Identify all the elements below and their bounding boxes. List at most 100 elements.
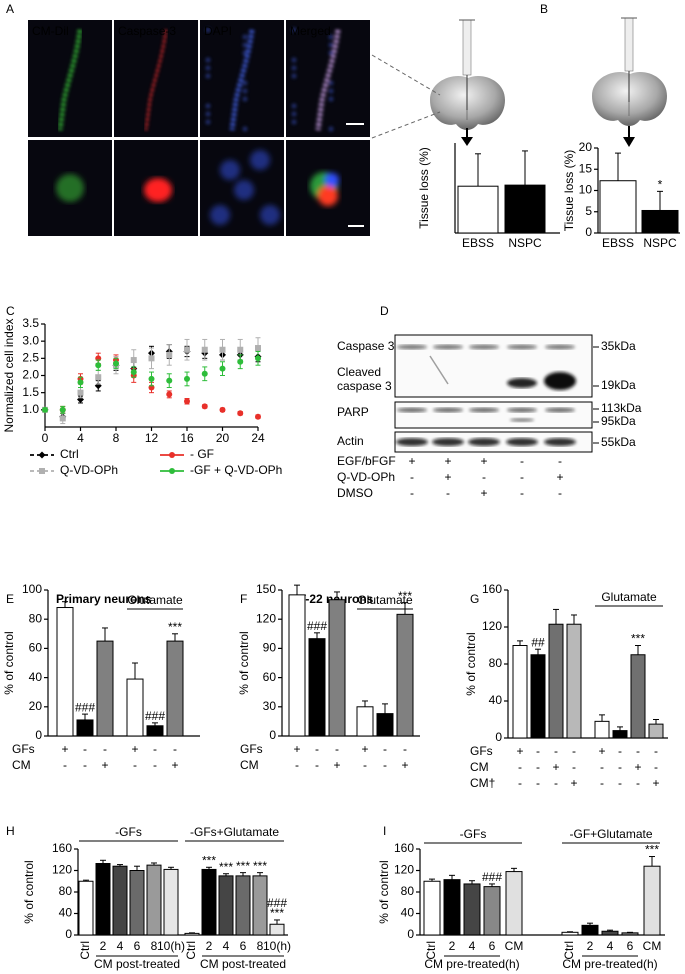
micrograph-signal — [144, 178, 172, 202]
condition-sign: - — [103, 742, 107, 756]
axis-group-label: CM post-treated — [94, 957, 180, 971]
y-tick-label: 1.5 — [22, 385, 39, 399]
marker — [219, 346, 226, 353]
blot-band — [397, 344, 427, 350]
bar — [146, 864, 162, 936]
bar — [163, 868, 179, 936]
condition-sign: + — [444, 470, 451, 484]
condition-sign: + — [444, 454, 451, 468]
y-tick-label: 160 — [52, 841, 72, 855]
marker — [255, 355, 261, 362]
y-tick-label: 15 — [579, 161, 593, 175]
condition-sign: + — [101, 758, 108, 772]
bar — [612, 730, 628, 739]
condition-sign: - — [383, 742, 387, 756]
legend-marker — [39, 468, 45, 474]
bar — [594, 720, 610, 739]
x-tick-label: 10(h) — [263, 939, 291, 953]
nucleus — [234, 180, 254, 200]
blot-smear — [429, 355, 449, 385]
x-tick-label: 0 — [42, 431, 49, 445]
x-tick-label: NSPC — [508, 236, 542, 250]
y-axis-label: Normalized cell index — [2, 318, 16, 432]
nucleus — [291, 57, 297, 63]
y-axis-label: Tissue loss (%) — [562, 150, 576, 232]
nucleus — [205, 119, 211, 125]
bar — [621, 932, 639, 936]
significance: *** — [631, 632, 645, 646]
axis-group-label: CM post-treated — [200, 957, 286, 971]
significance: *** — [645, 843, 659, 857]
chart-title: Primary neurons — [56, 592, 152, 606]
x-tick-label: Ctrl — [78, 941, 92, 960]
condition-sign: - — [618, 776, 622, 790]
cell — [325, 173, 339, 187]
marker — [59, 415, 66, 422]
marker — [148, 375, 155, 382]
nucleus — [242, 88, 248, 94]
micrograph-signal — [291, 27, 341, 132]
significance: *** — [253, 859, 267, 873]
x-tick-label: 8 — [257, 939, 264, 953]
y-tick-label: 20 — [29, 699, 43, 713]
significance: *** — [270, 906, 284, 920]
condition-label: GFs — [240, 742, 263, 756]
condition-label: DMSO — [337, 486, 373, 500]
marker — [42, 406, 48, 413]
panel-letter: F — [240, 592, 247, 606]
bar — [648, 723, 664, 739]
nucleus — [205, 103, 211, 109]
panel-letter: D — [380, 304, 389, 318]
bar — [530, 654, 546, 739]
bar — [463, 883, 481, 936]
legend-label: Ctrl — [60, 447, 79, 461]
x-tick-label: 12 — [145, 431, 159, 445]
blot-band — [469, 344, 499, 350]
condition-sign: - — [536, 744, 540, 758]
blot-band — [544, 438, 576, 446]
blot-band — [507, 344, 537, 350]
condition-sign: + — [552, 760, 559, 774]
micrograph — [114, 20, 198, 137]
y-tick-label: 40 — [401, 906, 415, 920]
condition-sign: + — [361, 742, 368, 756]
protein-label: Actin — [337, 434, 364, 448]
significance: ### — [145, 709, 165, 723]
bar — [376, 713, 394, 737]
condition-label: GFs — [470, 744, 493, 758]
bar — [166, 640, 184, 737]
cell — [56, 174, 84, 202]
nucleus — [328, 96, 334, 102]
channel-label: Merged — [290, 24, 331, 38]
bar — [269, 923, 285, 936]
bar — [581, 924, 599, 936]
condition-label: EGF/bFGF — [337, 454, 396, 468]
nucleus — [328, 42, 334, 48]
group-label: -GFs — [115, 825, 142, 839]
condition-sign: - — [520, 454, 524, 468]
significance: ### — [75, 700, 95, 714]
condition-sign: - — [518, 760, 522, 774]
significance: *** — [202, 853, 216, 867]
size-label: 55kDa — [601, 435, 636, 449]
bar — [443, 879, 461, 936]
condition-sign: + — [401, 758, 408, 772]
x-tick-label: 10(h) — [157, 939, 185, 953]
x-tick-label: Ctrl — [562, 941, 576, 960]
bar — [643, 865, 661, 936]
protein-label: Cleaved — [337, 365, 381, 379]
bar — [504, 184, 546, 234]
condition-sign: - — [520, 470, 524, 484]
panel-letter: A — [6, 2, 14, 16]
x-tick-label: NSPC — [643, 236, 677, 250]
x-tick-label: CM — [505, 939, 524, 953]
nucleus — [205, 27, 211, 33]
legend-marker — [169, 452, 175, 458]
marker — [201, 370, 208, 377]
y-tick-label: 80 — [59, 884, 73, 898]
cell — [144, 178, 172, 202]
nucleus — [328, 88, 334, 94]
x-tick-label: EBSS — [462, 236, 494, 250]
x-tick-label: EBSS — [602, 236, 634, 250]
marker — [77, 379, 84, 386]
